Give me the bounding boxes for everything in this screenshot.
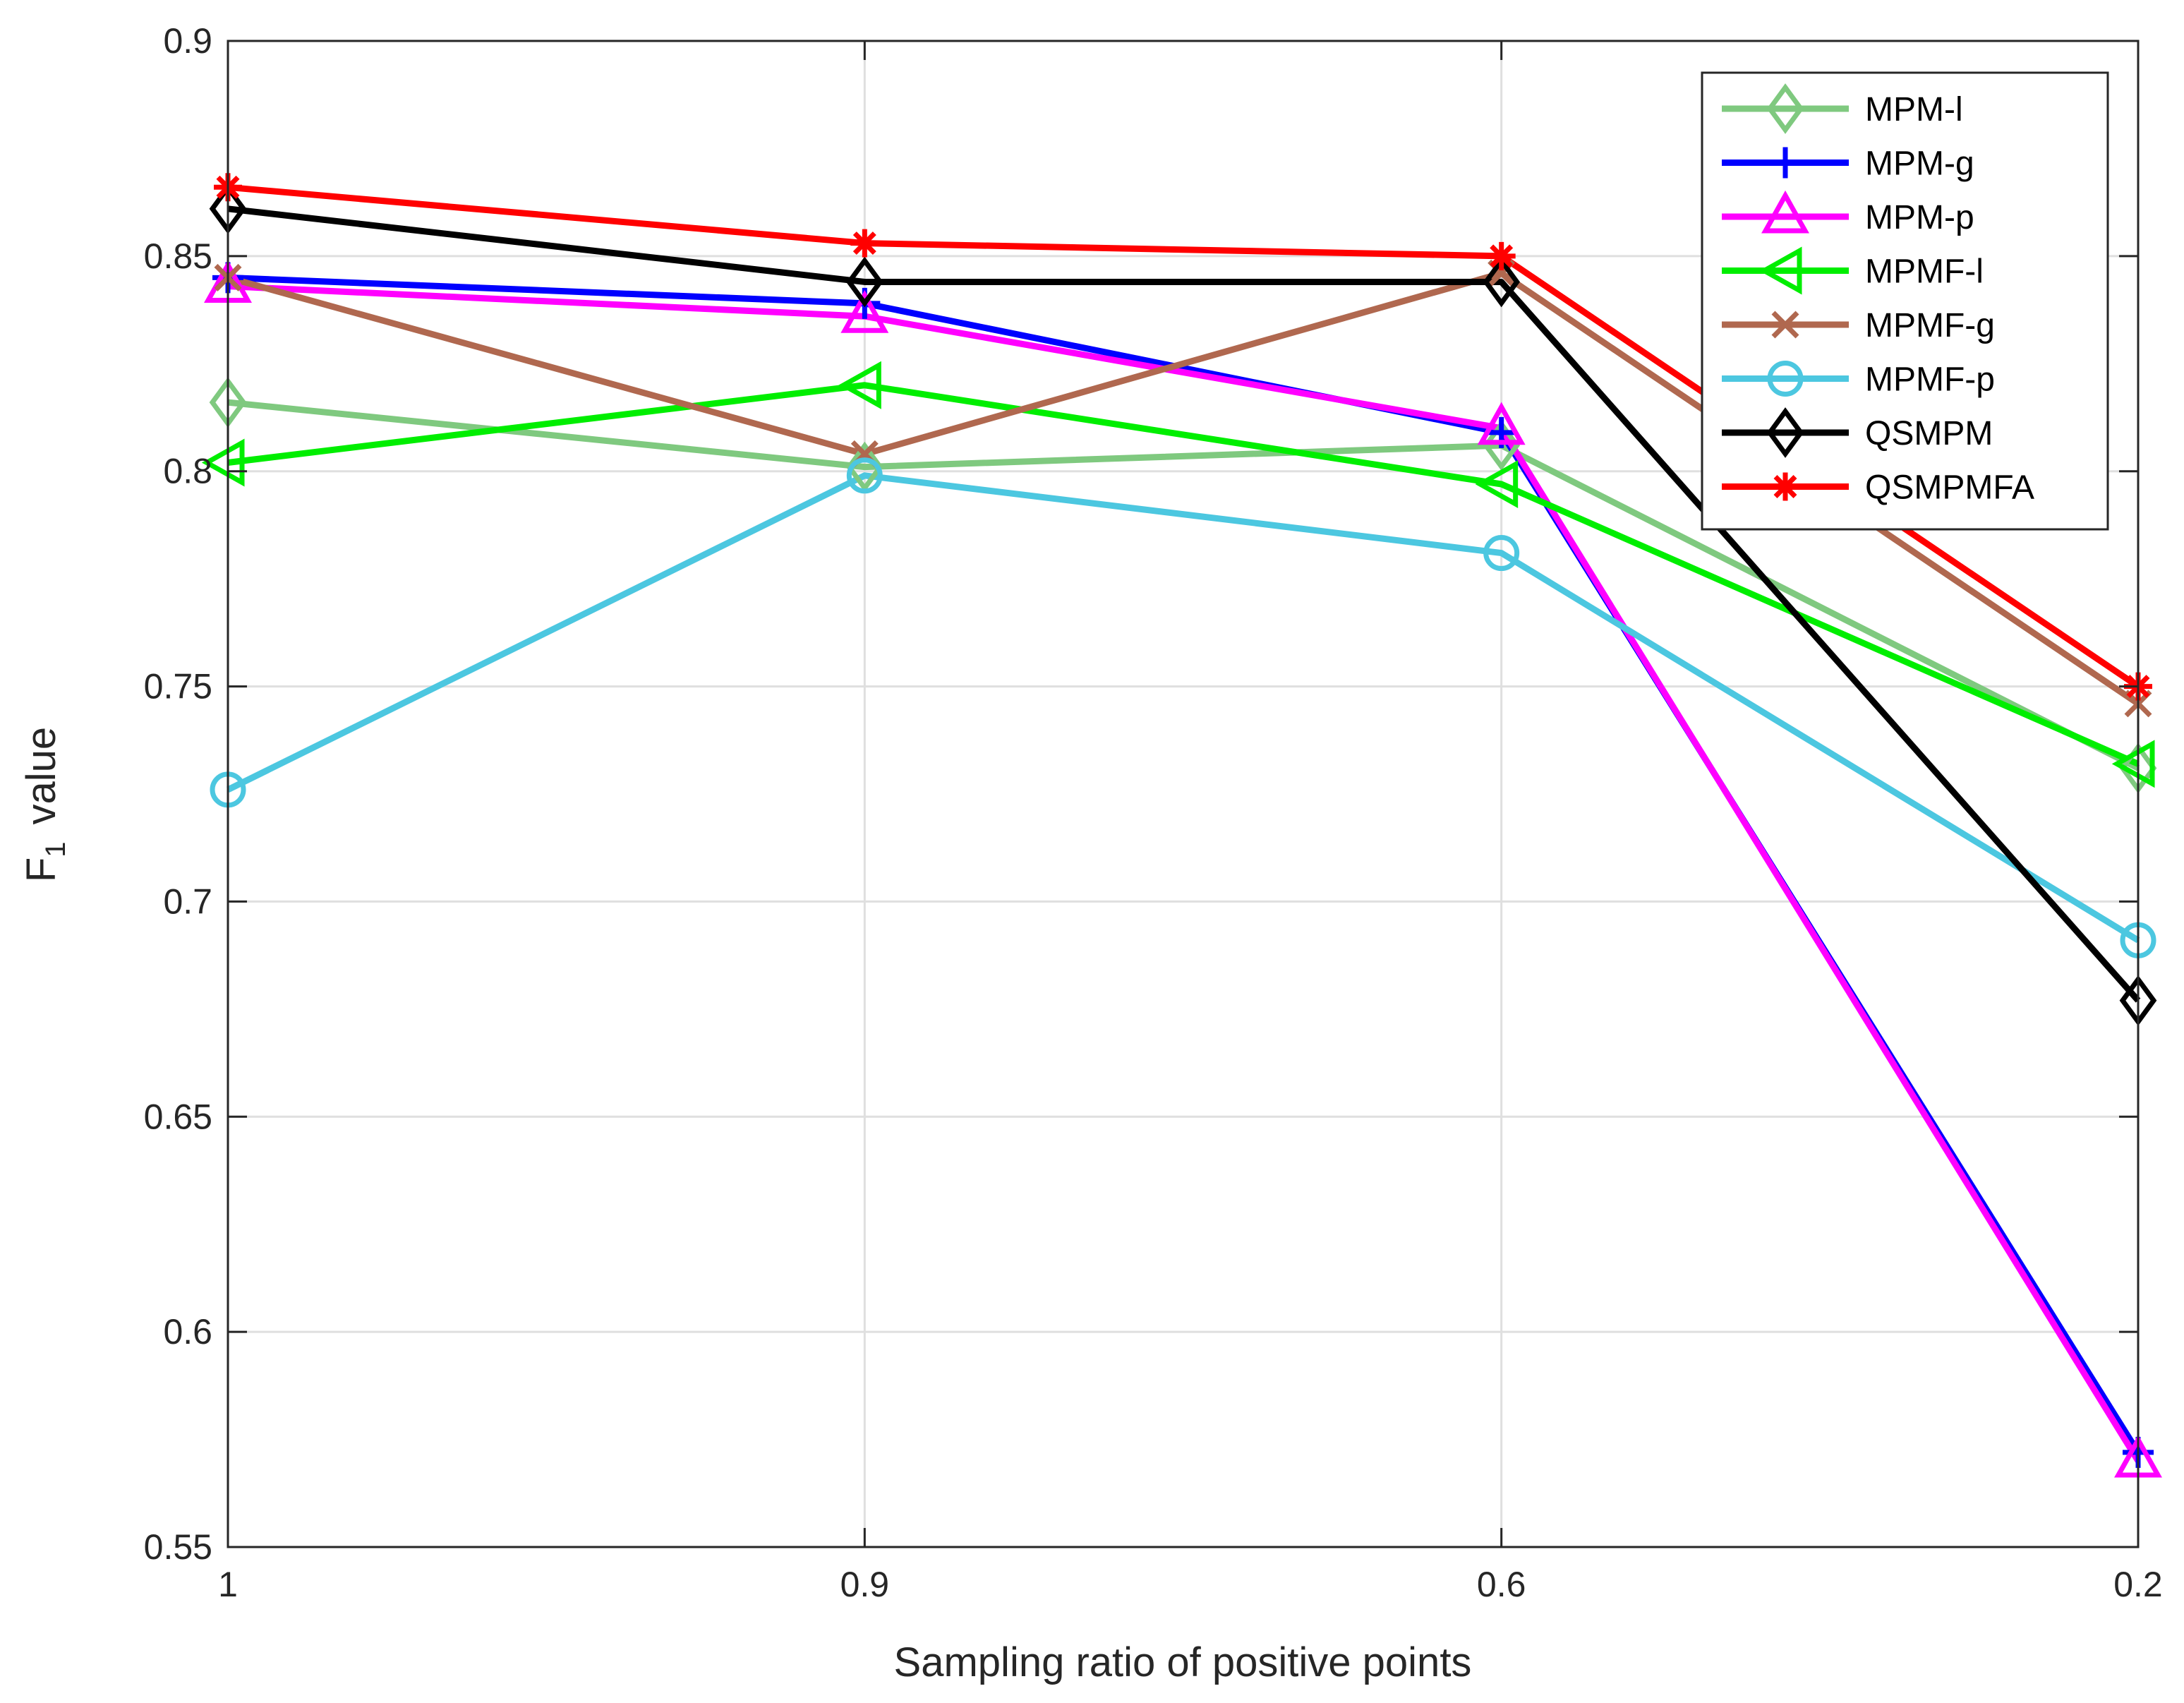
point-qsmpm [1483,256,1521,308]
ast-d2 [852,231,876,255]
legend-item-mpmf-p: MPMF-p [1722,361,1995,399]
y-tick-label: 0.6 [163,1312,212,1352]
x-axis-label: Sampling ratio of positive points [894,1639,1472,1685]
point-mpmf-p [1483,535,1520,572]
point-qsmpm [845,256,883,308]
y-tick-label: 0.55 [144,1527,212,1567]
grid [228,41,2138,1547]
legend: MPM-l MPM-g MPM-p MPMF-l MPMF-g MPMF-p QSMPM QS… [1701,71,2109,531]
ast-d2 [1490,244,1514,268]
legend-label: MPM-l [1865,91,1963,128]
legend-item-mpmf-g: MPMF-g [1722,307,1995,344]
point-qsmpmfa [850,229,879,258]
point-mpm-p [840,290,889,333]
legend-label: MPM-p [1865,199,1974,236]
y-tick-label: 0.85 [144,236,212,276]
x-tick-label: 0.6 [1477,1565,1526,1604]
legend-label: QSMPMFA [1865,469,2034,507]
y-axis-label-subscript: 1 [40,841,71,857]
y-axis-label-main: F [18,857,64,882]
legend-item-qsmpm: QSMPM [1722,407,1993,458]
legend-item-mpm-l: MPM-l [1722,83,1963,134]
legend-label: MPM-g [1865,145,1974,183]
series-lines [227,183,2141,1463]
point-qsmpmfa [1487,241,1516,270]
legend-item-mpm-p: MPM-p [1722,190,1974,236]
y-axis-label-suffix: value [18,727,64,825]
y-tick-label: 0.9 [163,21,212,61]
point-mpmf-l [1475,460,1519,508]
legend-label: QSMPM [1865,415,1993,452]
x-tick-label: 0.2 [2113,1565,2163,1604]
point-mpmf-l [838,361,881,409]
point-mpm-l [1483,420,1521,471]
axis-ticks [227,40,2140,1548]
legend-marker [1766,83,1804,134]
legend-item-qsmpmfa: QSMPMFA [1722,469,2034,507]
point-mpmf-l [201,438,245,487]
y-tick-label: 0.75 [144,667,212,706]
x-tick-label: 0.9 [840,1565,890,1604]
y-tick-label: 0.8 [163,452,212,491]
legend-marker [1771,311,1799,339]
legend-label: MPMF-g [1865,307,1995,344]
y-tick-label: 0.65 [144,1097,212,1136]
legend-box [1701,71,2109,531]
legend-marker [1767,361,1804,397]
series-line-mpmf-p [227,472,2140,944]
x-b [1771,311,1799,339]
legend-marker [1758,246,1802,295]
series-line-mpmf-l [227,382,2140,767]
point-mpm-l [845,441,883,493]
point-mpmf-p [846,457,883,494]
point-mpm-p [1477,402,1526,445]
legend-marker [1770,147,1801,179]
legend-item-mpm-g: MPM-g [1722,145,1974,183]
legend-marker [1766,407,1804,458]
series-line-mpm-l [227,399,2140,771]
y-tick-label: 0.7 [163,881,212,921]
point-mpmf-l [2111,740,2155,788]
legend-marker [1771,472,1799,501]
legend-label: MPMF-l [1865,253,1984,291]
legend-marker [1761,190,1809,234]
plot-frame [227,40,2140,1548]
series-line-qsmpm [227,205,2141,1003]
y-axis-label: F1 value [18,727,71,882]
legend-item-mpmf-l: MPMF-l [1722,246,1984,295]
series-line-mpm-p [227,283,2141,1463]
x-tick-labels: 1 0.9 0.6 0.2 [218,1565,2163,1604]
x-tick-label: 1 [218,1565,238,1604]
legend-label: MPMF-p [1865,361,1995,399]
ast-d2 [1773,475,1797,498]
y-tick-labels: 0.55 0.6 0.65 0.7 0.75 0.8 0.85 0.9 [144,21,212,1567]
